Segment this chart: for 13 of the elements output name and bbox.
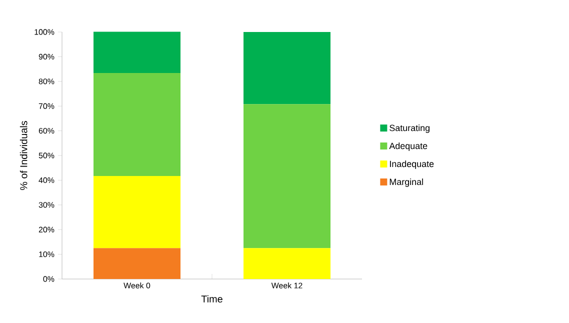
bar (94, 176, 180, 248)
bar (244, 104, 330, 248)
legend-label: Adequate (389, 142, 428, 151)
bar (94, 73, 180, 176)
bar (244, 248, 330, 279)
y-axis-title: % of Individuals (20, 120, 28, 190)
x-axis-title: Time (201, 295, 222, 303)
legend-label: Inadequate (390, 160, 434, 169)
bar (94, 248, 180, 279)
bar (94, 32, 180, 73)
bar (244, 32, 330, 104)
legend-label: Saturating (390, 124, 430, 133)
legend-label: Marginal (390, 178, 423, 187)
